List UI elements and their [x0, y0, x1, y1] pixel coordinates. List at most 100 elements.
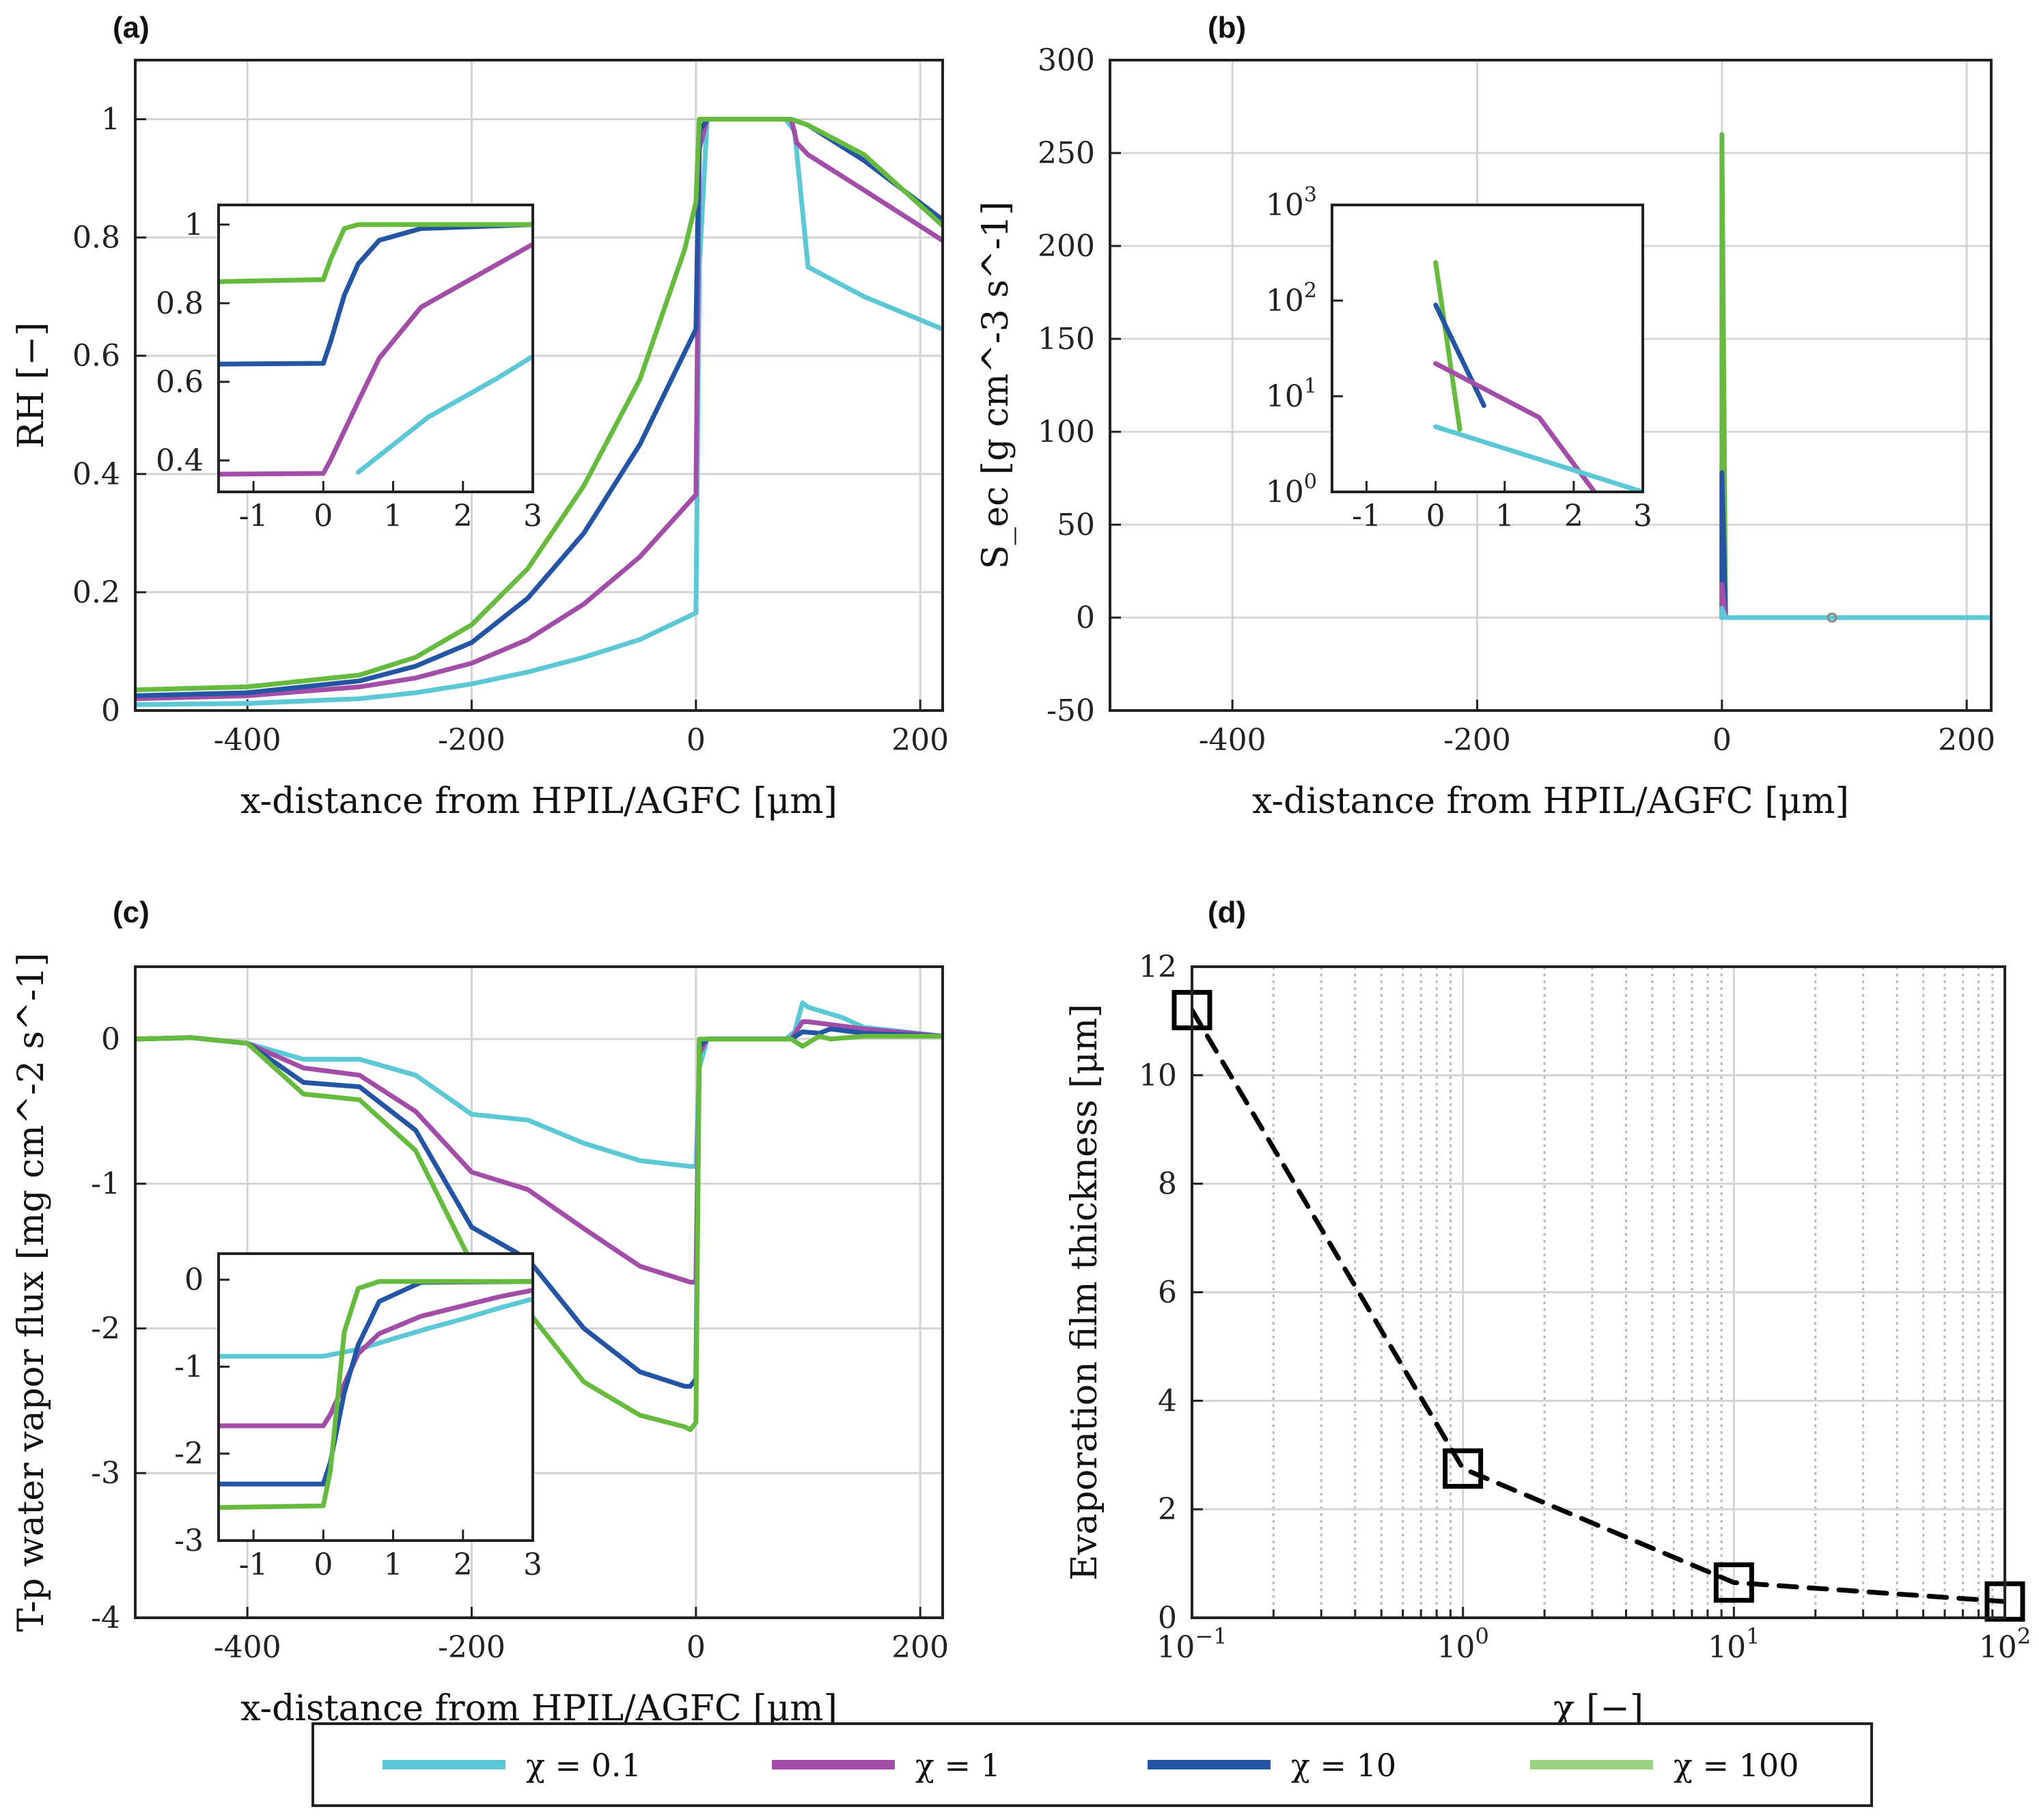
- series-line: [219, 222, 533, 284]
- y-tick-label: 0.4: [156, 443, 204, 478]
- series-line: [1433, 302, 1486, 409]
- legend: χ = 0.1 χ = 1 χ = 10 χ = 100: [311, 1722, 1873, 1807]
- y-tick-label: 1: [184, 208, 204, 243]
- x-tick-label: -400: [214, 723, 281, 758]
- series-group: [219, 1279, 533, 1511]
- x-tick-label: -400: [1199, 723, 1266, 758]
- series-line: [135, 1000, 943, 1169]
- x-tick-label: 200: [891, 723, 949, 758]
- axes-frame: [134, 965, 944, 1619]
- x-tick-label: -1: [239, 499, 268, 534]
- y-tick-label: 0.2: [72, 575, 120, 610]
- series-line: [135, 117, 943, 702]
- x-tick-label: -400: [214, 1630, 281, 1665]
- axes-frame: [134, 59, 944, 712]
- series-group: [1433, 260, 1643, 492]
- y-tick-label: 2: [1158, 1492, 1177, 1527]
- x-tick-label: 0: [686, 723, 706, 758]
- y-tick-label: 300: [1038, 43, 1095, 78]
- series-line: [219, 1288, 533, 1429]
- series-group: [135, 1000, 943, 1433]
- y-tick-label: -4: [91, 1601, 120, 1636]
- y-tick-label: -1: [91, 1167, 120, 1202]
- x-tick-label: 2: [454, 1547, 473, 1582]
- legend-entry: χ = 0.1: [526, 1747, 641, 1784]
- series-line: [135, 117, 943, 707]
- y-tick-label: 50: [1057, 508, 1095, 542]
- y-tick-label: -2: [91, 1311, 120, 1346]
- series-group: [1192, 1008, 2005, 1604]
- y-tick-label: 4: [1158, 1383, 1177, 1418]
- panel-3: 10−1 100 101 102 0 2 4 6 8 10 12: [1139, 950, 2031, 1665]
- y-tick-label: 0.8: [72, 221, 120, 256]
- y-tick-label: 0: [184, 1263, 204, 1297]
- panel-label: (c): [113, 896, 150, 929]
- series-line: [135, 1034, 943, 1433]
- y-tick-label: -50: [1046, 693, 1095, 728]
- series-line: [219, 1296, 533, 1359]
- x-tick-label: 200: [891, 1630, 949, 1665]
- x-tick-label: 3: [1633, 499, 1652, 534]
- inset-background: [1332, 205, 1643, 492]
- inset-panel-1: -1 0 1 2 3 100 101 102 103: [1266, 183, 1652, 534]
- legend-entry: χ = 10: [1291, 1747, 1396, 1784]
- series-line: [1433, 361, 1597, 492]
- series-line: [219, 222, 533, 367]
- series-line: [1192, 1008, 2005, 1604]
- x-tick-label: 102: [1979, 1623, 2031, 1665]
- data-point-marker: [1827, 612, 1837, 623]
- inset-frame: [217, 204, 534, 493]
- y-tick-label: 6: [1158, 1276, 1177, 1310]
- x-tick-label: -1: [239, 1547, 268, 1582]
- series-group: [135, 117, 943, 707]
- series-line: [135, 1019, 943, 1285]
- legend-entry: χ = 1: [915, 1747, 1001, 1784]
- series-line: [219, 242, 533, 477]
- y-tick-label: 0.4: [72, 457, 120, 492]
- x-tick-label: -200: [1443, 723, 1511, 758]
- y-tick-label: 0: [1076, 601, 1095, 635]
- series-line: [219, 1279, 533, 1487]
- y-tick-label: 0.8: [156, 286, 204, 321]
- y-tick-label: -3: [91, 1456, 120, 1491]
- y-tick-label: 100: [1038, 415, 1095, 450]
- axes-frame: [1191, 965, 2006, 1619]
- x-tick-label: 2: [1564, 499, 1583, 534]
- series-group: [1719, 132, 1991, 620]
- x-tick-label: -1: [1352, 499, 1381, 534]
- x-tick-label: 101: [1708, 1623, 1760, 1665]
- x-tick-label: 100: [1437, 1623, 1488, 1665]
- y-tick-label: 150: [1038, 322, 1095, 357]
- x-tick-label: -200: [438, 1630, 505, 1665]
- y-tick-label: 0: [101, 1022, 120, 1057]
- inset-frame: [1331, 204, 1644, 493]
- inset-background: [219, 1254, 533, 1541]
- inset-panel-2: -1 0 1 2 3 -3 -2 -1 0: [174, 1252, 542, 1582]
- series-line: [135, 117, 943, 693]
- legend-entry: χ = 100: [1674, 1747, 1799, 1784]
- y-tick-label: 0.6: [72, 339, 120, 374]
- y-axis-label: Evaporation film thickness [μm]: [1064, 1004, 1105, 1580]
- axes-frame: [1109, 59, 1993, 712]
- panel-0: -400 -200 0 200 0 0.2 0.4 0.6 0.8 1: [72, 59, 949, 758]
- x-tick-label: 1: [384, 1547, 403, 1582]
- y-axis-label: T-p water vapor flux [mg cm^-2 s^-1]: [11, 952, 52, 1631]
- y-tick-label: 101: [1266, 374, 1317, 414]
- y-tick-label: 8: [1158, 1167, 1177, 1202]
- x-tick-label: 1: [1495, 499, 1514, 534]
- y-tick-label: -1: [174, 1349, 204, 1384]
- x-tick-label: -200: [438, 723, 505, 758]
- panel-label: (d): [1208, 896, 1246, 929]
- x-tick-label: 3: [523, 1547, 542, 1582]
- series-line: [219, 1279, 533, 1511]
- x-tick-label: 0: [314, 1547, 333, 1582]
- y-tick-label: 250: [1038, 136, 1095, 171]
- y-tick-label: 0: [1158, 1601, 1177, 1636]
- x-tick-label: 3: [523, 499, 542, 534]
- series-line: [1433, 424, 1643, 492]
- x-axis-label: x-distance from HPIL/AGFC [μm]: [240, 781, 837, 822]
- panel-label: (b): [1208, 11, 1246, 44]
- x-tick-label: 10−1: [1156, 1623, 1227, 1665]
- x-tick-label: 1: [384, 499, 403, 534]
